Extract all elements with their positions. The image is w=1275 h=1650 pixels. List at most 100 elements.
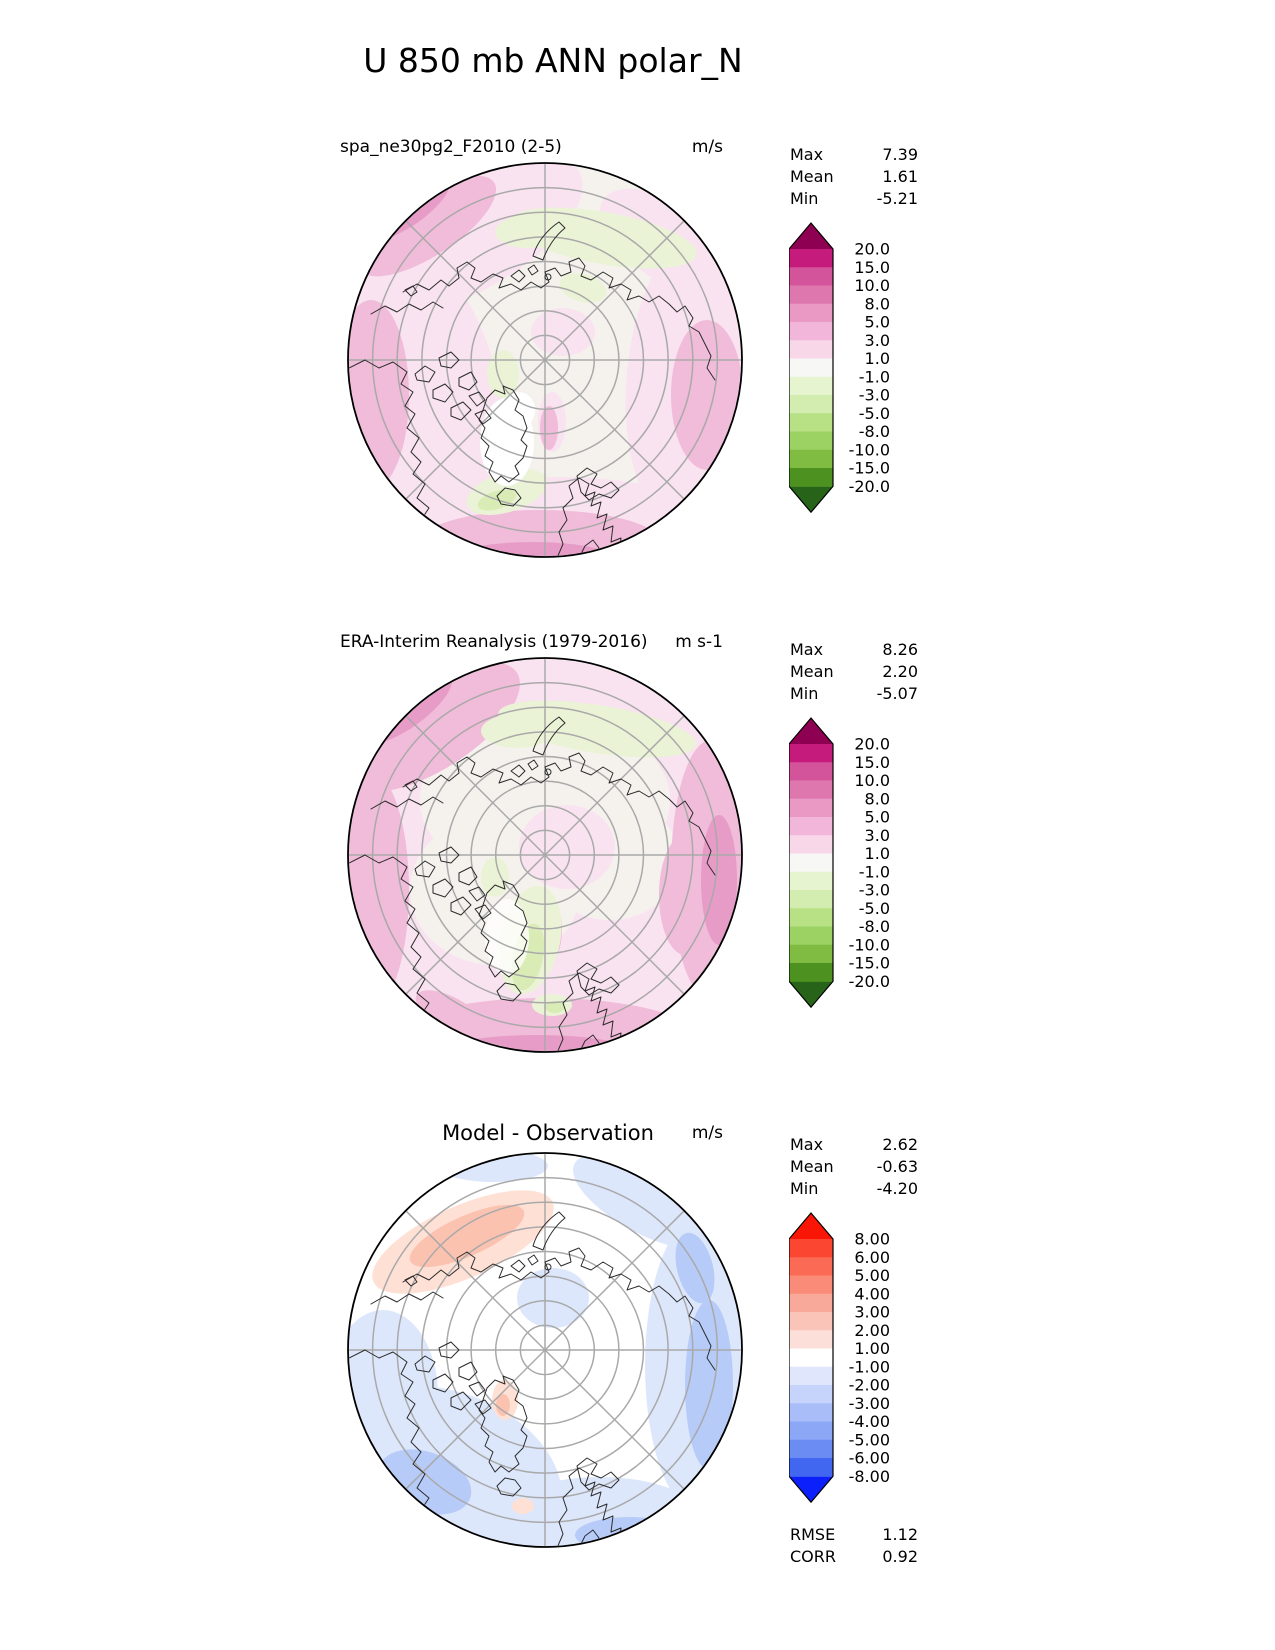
stat-label: Min (790, 684, 819, 703)
stat-label: CORR (790, 1547, 836, 1566)
panel-observation-units: m s-1 (675, 632, 723, 652)
svg-text:1.00: 1.00 (854, 1339, 890, 1358)
svg-text:-6.00: -6.00 (849, 1449, 890, 1468)
panel-model-subtitle: spa_ne30pg2_F2010 (2-5) (340, 137, 562, 157)
stat-value: 2.20 (882, 662, 918, 681)
stat-row-min: Min -4.20 (790, 1178, 918, 1200)
stat-label: RMSE (790, 1525, 836, 1544)
svg-text:-2.00: -2.00 (849, 1376, 890, 1395)
svg-text:15.0: 15.0 (854, 753, 890, 772)
svg-text:6.00: 6.00 (854, 1248, 890, 1267)
panel-model-units: m/s (691, 137, 723, 157)
polar-map-difference (347, 1152, 743, 1548)
svg-text:-1.0: -1.0 (859, 367, 890, 386)
stat-label: Max (790, 1135, 824, 1154)
svg-text:-5.00: -5.00 (849, 1430, 890, 1449)
stat-value: 1.61 (882, 167, 918, 186)
shading-positive-medium (349, 175, 741, 556)
stat-value: -4.20 (876, 1179, 918, 1198)
svg-text:-4.00: -4.00 (849, 1412, 890, 1431)
svg-text:-20.0: -20.0 (849, 972, 890, 991)
stat-value: 7.39 (882, 145, 918, 164)
svg-text:-5.0: -5.0 (859, 899, 890, 918)
stat-row-mean: Mean 1.61 (790, 166, 918, 188)
stat-value: 1.12 (882, 1525, 918, 1544)
stat-row-min: Min -5.07 (790, 683, 918, 705)
svg-text:20.0: 20.0 (854, 240, 890, 259)
svg-text:-1.0: -1.0 (859, 862, 890, 881)
svg-text:-20.0: -20.0 (849, 477, 890, 496)
svg-text:8.00: 8.00 (854, 1230, 890, 1249)
map-boundary (347, 162, 743, 558)
svg-text:20.0: 20.0 (854, 735, 890, 754)
stat-row-rmse: RMSE 1.12 (790, 1524, 918, 1546)
svg-text:-8.0: -8.0 (859, 917, 890, 936)
svg-text:-15.0: -15.0 (849, 459, 890, 478)
svg-text:-5.0: -5.0 (859, 404, 890, 423)
panel-difference: Model - Observation m/s Max 2.62 Mean -0… (0, 990, 1275, 1566)
svg-text:8.0: 8.0 (865, 294, 890, 313)
stat-value: -0.63 (876, 1157, 918, 1176)
svg-text:8.0: 8.0 (865, 789, 890, 808)
stat-value: -5.07 (876, 684, 918, 703)
panel-observation-stats: Max 8.26 Mean 2.20 Min -5.07 (790, 639, 918, 705)
panel-difference-stats: Max 2.62 Mean -0.63 Min -4.20 (790, 1134, 918, 1200)
svg-text:5.00: 5.00 (854, 1266, 890, 1285)
stat-label: Mean (790, 1157, 834, 1176)
svg-text:1.0: 1.0 (865, 349, 890, 368)
colorbar-observation: 20.015.010.08.05.03.01.0-1.0-3.0-5.0-8.0… (789, 717, 890, 1009)
svg-text:3.0: 3.0 (865, 331, 890, 350)
stat-label: Min (790, 1179, 819, 1198)
colorbar-difference: 8.006.005.004.003.002.001.00-1.00-2.00-3… (789, 1212, 890, 1504)
map-boundary (347, 1152, 743, 1548)
map-boundary (347, 657, 743, 1053)
panel-observation-subtitle: ERA-Interim Reanalysis (1979-2016) (340, 632, 648, 652)
svg-text:-10.0: -10.0 (849, 440, 890, 459)
panel-model-stats: Max 7.39 Mean 1.61 Min -5.21 (790, 144, 918, 210)
figure-title: U 850 mb ANN polar_N (363, 41, 743, 80)
stat-row-corr: CORR 0.92 (790, 1546, 918, 1568)
shading-negative (466, 207, 697, 516)
svg-text:-3.0: -3.0 (859, 881, 890, 900)
svg-text:15.0: 15.0 (854, 258, 890, 277)
stat-row-min: Min -5.21 (790, 188, 918, 210)
stat-label: Max (790, 145, 824, 164)
panel-model: spa_ne30pg2_F2010 (2-5) m/s Max 7.39 Mea… (0, 0, 1275, 558)
stat-value: -5.21 (876, 189, 918, 208)
stat-row-max: Max 2.62 (790, 1134, 918, 1156)
difference-metrics: RMSE 1.12 CORR 0.92 (790, 1524, 918, 1568)
stat-label: Max (790, 640, 824, 659)
shading-positive-bias (372, 1190, 554, 1514)
stat-value: 2.62 (882, 1135, 918, 1154)
svg-text:-15.0: -15.0 (849, 954, 890, 973)
svg-text:10.0: 10.0 (854, 771, 890, 790)
shading-nearzero-white (485, 899, 529, 975)
svg-text:-3.00: -3.00 (849, 1394, 890, 1413)
svg-text:-8.00: -8.00 (849, 1467, 890, 1486)
svg-text:-8.0: -8.0 (859, 422, 890, 441)
stat-label: Min (790, 189, 819, 208)
svg-text:-3.0: -3.0 (859, 386, 890, 405)
svg-text:2.00: 2.00 (854, 1321, 890, 1340)
stat-value: 8.26 (882, 640, 918, 659)
polar-map-model (347, 162, 743, 558)
svg-text:5.0: 5.0 (865, 808, 890, 827)
svg-text:1.0: 1.0 (865, 844, 890, 863)
svg-text:-10.0: -10.0 (849, 935, 890, 954)
stat-row-mean: Mean 2.20 (790, 661, 918, 683)
svg-text:3.00: 3.00 (854, 1303, 890, 1322)
polar-map-observation (347, 657, 743, 1053)
stat-value: 0.92 (882, 1547, 918, 1566)
stat-label: Mean (790, 167, 834, 186)
svg-text:-1.00: -1.00 (849, 1357, 890, 1376)
shading-nearzero-white (480, 392, 535, 486)
svg-text:4.00: 4.00 (854, 1284, 890, 1303)
svg-text:3.0: 3.0 (865, 826, 890, 845)
panel-difference-units: m/s (691, 1123, 723, 1143)
svg-text:10.0: 10.0 (854, 276, 890, 295)
svg-text:5.0: 5.0 (865, 313, 890, 332)
stat-label: Mean (790, 662, 834, 681)
stat-row-mean: Mean -0.63 (790, 1156, 918, 1178)
panel-difference-subtitle: Model - Observation (442, 1121, 654, 1145)
